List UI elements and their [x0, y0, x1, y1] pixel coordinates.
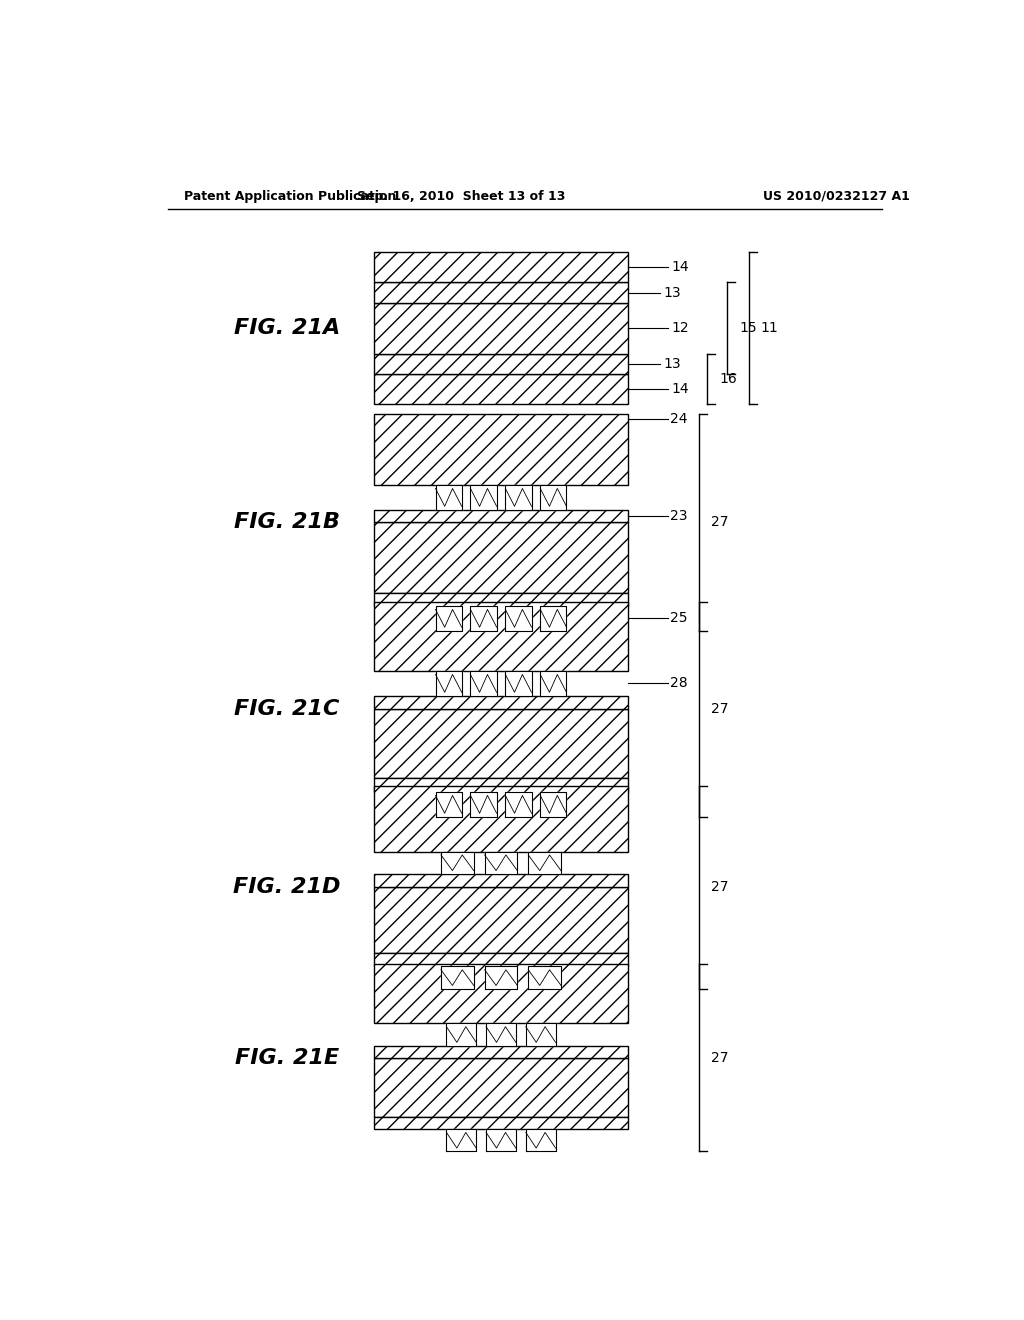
Text: 24: 24 — [670, 412, 687, 425]
Text: 14: 14 — [672, 260, 689, 275]
Text: 28: 28 — [670, 676, 688, 690]
Bar — [374, 252, 628, 282]
Bar — [374, 1057, 628, 1117]
Text: FIG. 21A: FIG. 21A — [233, 318, 340, 338]
Text: 11: 11 — [761, 321, 778, 335]
Bar — [374, 594, 628, 606]
Text: 16: 16 — [719, 372, 737, 385]
Text: 27: 27 — [712, 1051, 729, 1065]
Text: Sep. 16, 2010  Sheet 13 of 13: Sep. 16, 2010 Sheet 13 of 13 — [357, 190, 565, 202]
Bar — [374, 709, 628, 779]
Polygon shape — [525, 1129, 556, 1151]
Text: 27: 27 — [712, 880, 729, 894]
Polygon shape — [486, 1023, 516, 1045]
Polygon shape — [470, 671, 497, 696]
Polygon shape — [446, 1129, 476, 1151]
Polygon shape — [541, 606, 566, 631]
Text: Patent Application Publication: Patent Application Publication — [183, 190, 396, 202]
Polygon shape — [528, 966, 561, 989]
Polygon shape — [470, 484, 497, 510]
Bar — [374, 779, 628, 792]
Polygon shape — [541, 484, 566, 510]
Text: 27: 27 — [712, 515, 729, 529]
Bar — [374, 1117, 628, 1129]
Text: FIG. 21D: FIG. 21D — [233, 878, 340, 898]
Polygon shape — [484, 851, 517, 874]
Polygon shape — [441, 851, 474, 874]
Polygon shape — [486, 1129, 516, 1151]
Polygon shape — [506, 606, 531, 631]
Bar — [374, 887, 628, 953]
Polygon shape — [470, 606, 497, 631]
Bar — [374, 374, 628, 404]
Polygon shape — [541, 671, 566, 696]
Text: 23: 23 — [670, 510, 687, 523]
Bar — [374, 413, 628, 484]
Text: 14: 14 — [672, 381, 689, 396]
Text: 25: 25 — [670, 611, 687, 626]
Polygon shape — [435, 606, 462, 631]
Text: FIG. 21B: FIG. 21B — [233, 512, 340, 532]
Polygon shape — [506, 484, 531, 510]
Text: 27: 27 — [712, 702, 729, 717]
Bar — [374, 282, 628, 302]
Polygon shape — [506, 792, 531, 817]
Bar — [374, 602, 628, 671]
Bar — [374, 953, 628, 966]
Bar — [374, 785, 628, 851]
Text: FIG. 21E: FIG. 21E — [234, 1048, 339, 1068]
Polygon shape — [506, 671, 531, 696]
Text: 13: 13 — [664, 285, 681, 300]
Polygon shape — [541, 792, 566, 817]
Bar — [374, 302, 628, 354]
Polygon shape — [484, 966, 517, 989]
Bar — [374, 354, 628, 374]
Polygon shape — [435, 792, 462, 817]
Bar — [374, 510, 628, 523]
Polygon shape — [528, 851, 561, 874]
Polygon shape — [441, 966, 474, 989]
Polygon shape — [470, 792, 497, 817]
Bar — [374, 523, 628, 594]
Text: FIG. 21C: FIG. 21C — [234, 700, 339, 719]
Text: 15: 15 — [739, 321, 757, 335]
Polygon shape — [435, 671, 462, 696]
Polygon shape — [525, 1023, 556, 1045]
Bar — [374, 874, 628, 887]
Polygon shape — [435, 484, 462, 510]
Bar — [374, 965, 628, 1023]
Polygon shape — [446, 1023, 476, 1045]
Text: US 2010/0232127 A1: US 2010/0232127 A1 — [763, 190, 909, 202]
Bar — [374, 1045, 628, 1057]
Bar — [374, 696, 628, 709]
Text: 12: 12 — [672, 321, 689, 335]
Text: 13: 13 — [664, 356, 681, 371]
